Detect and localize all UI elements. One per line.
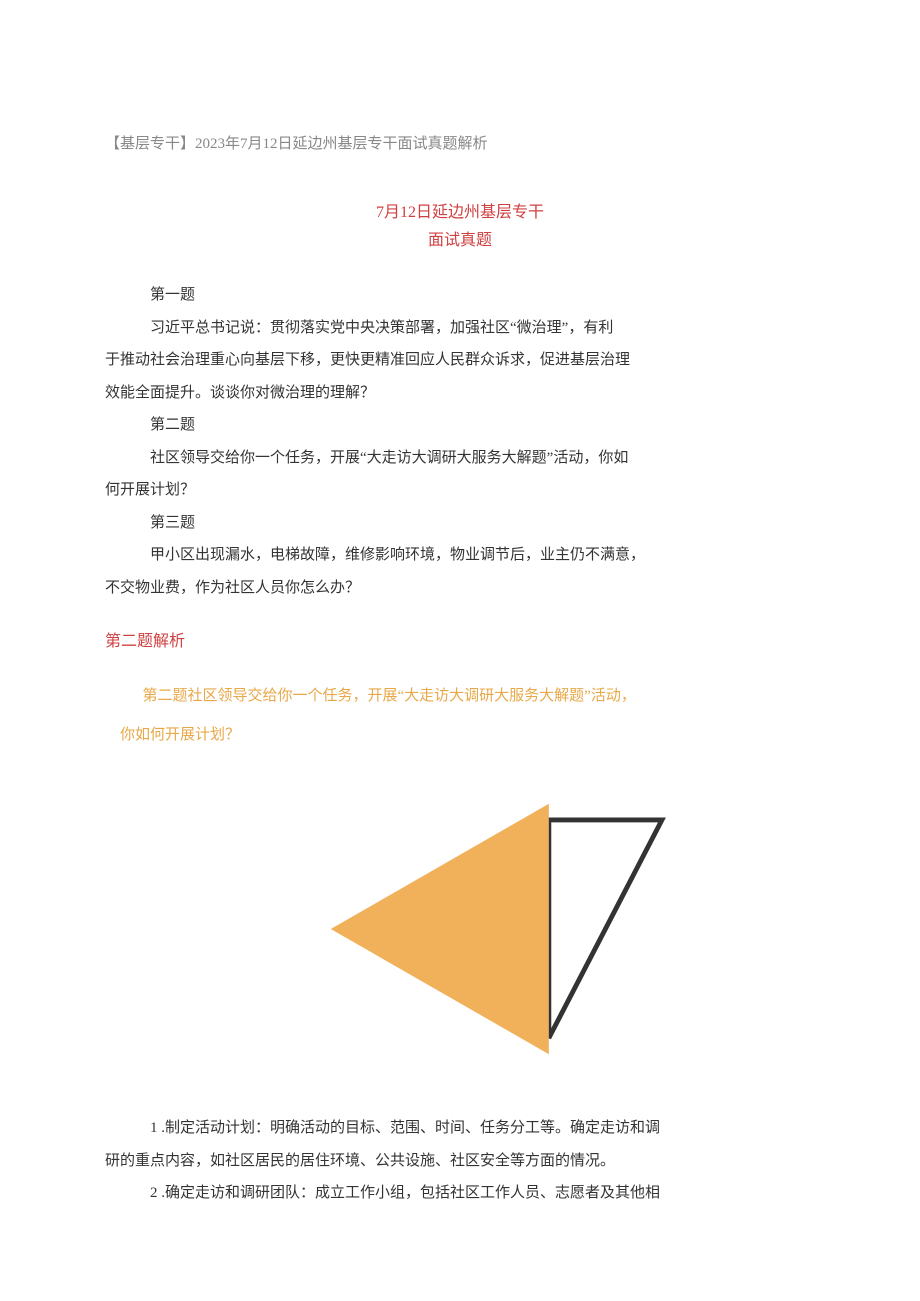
- triangle-filled: [331, 804, 549, 1054]
- title-line-2: 面试真题: [105, 227, 815, 256]
- q3-label: 第三题: [105, 509, 815, 538]
- analysis-heading: 第二题解析: [105, 627, 815, 657]
- page-header: 【基层专干】2023年7月12日延边州基层专干面试真题解析: [105, 130, 815, 159]
- analysis-answer: 1 .制定活动计划：明确活动的目标、范围、时间、任务分工等。确定走访和调 研的重…: [105, 1114, 815, 1208]
- triangle-outline: [549, 820, 662, 1038]
- ans2-line1: 2 .确定走访和调研团队：成立工作小组，包括社区工作人员、志愿者及其他相: [105, 1179, 815, 1208]
- ans1-line1: 1 .制定活动计划：明确活动的目标、范围、时间、任务分工等。确定走访和调: [105, 1114, 815, 1143]
- q2-prompt-line2: 你如何开展计划？: [105, 721, 815, 750]
- q1-text-line2: 于推动社会治理重心向基层下移，更快更精准回应人民群众诉求，促进基层治理: [105, 346, 815, 375]
- title-block: 7月12日延边州基层专干 面试真题: [105, 199, 815, 257]
- q3-text-line1: 甲小区出现漏水，电梯故障，维修影响环境，物业调节后，业主仍不满意，: [105, 541, 815, 570]
- page-header-text: 【基层专干】2023年7月12日延边州基层专干面试真题解析: [105, 136, 488, 152]
- diagram-container: [105, 764, 815, 1094]
- q1-text-line1: 习近平总书记说：贯彻落实党中央决策部署，加强社区“微治理”，有利: [105, 314, 815, 343]
- title-line-1: 7月12日延边州基层专干: [105, 199, 815, 228]
- q2-text-line2: 何开展计划？: [105, 476, 815, 505]
- q1-label: 第一题: [105, 281, 815, 310]
- q2-label: 第二题: [105, 411, 815, 440]
- q2-prompt-line1: 第二题社区领导交给你一个任务，开展“大走访大调研大服务大解题”活动，: [105, 682, 815, 711]
- q2-text-line1: 社区领导交给你一个任务，开展“大走访大调研大服务大解题”活动，你如: [105, 444, 815, 473]
- questions-section: 第一题 习近平总书记说：贯彻落实党中央决策部署，加强社区“微治理”，有利 于推动…: [105, 281, 815, 602]
- q1-text-line3: 效能全面提升。谈谈你对微治理的理解？: [105, 379, 815, 408]
- ans1-line2: 研的重点内容，如社区居民的居住环境、公共设施、社区安全等方面的情况。: [105, 1147, 815, 1176]
- triangles-diagram: [250, 764, 670, 1094]
- q3-text-line2: 不交物业费，作为社区人员你怎么办？: [105, 574, 815, 603]
